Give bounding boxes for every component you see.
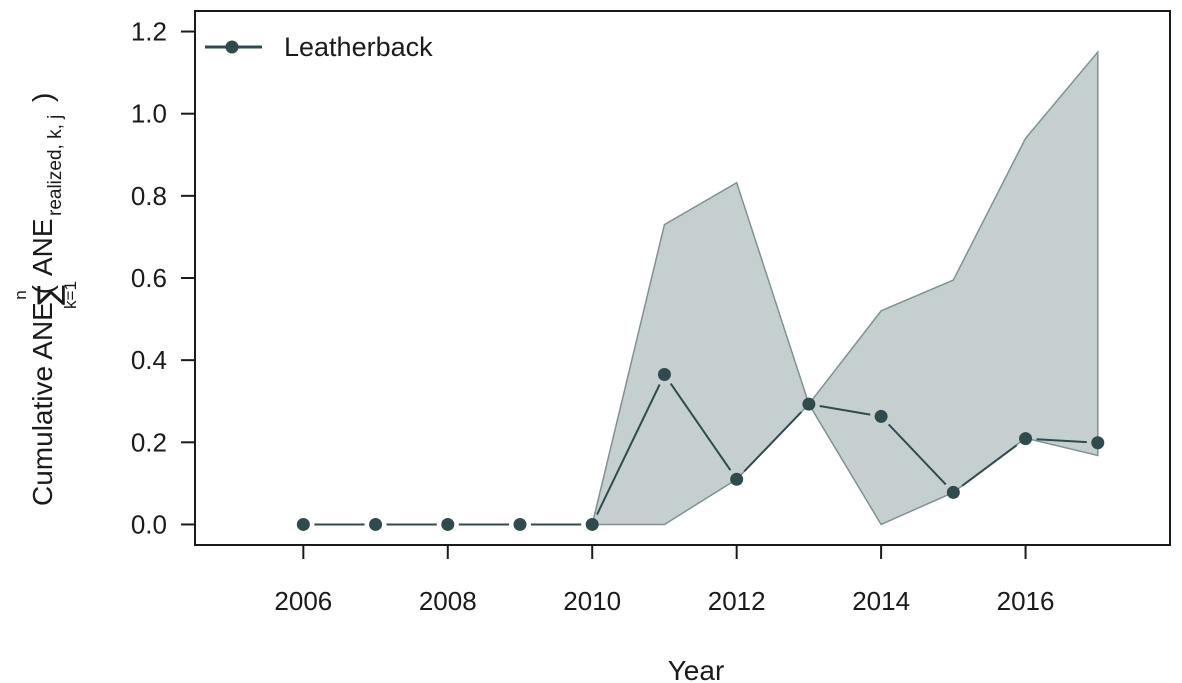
legend-marker-leatherback — [225, 40, 239, 54]
y-tick-label: 1.0 — [131, 99, 167, 129]
legend-label-leatherback: Leatherback — [284, 32, 433, 62]
series-layer — [296, 368, 1105, 531]
series-line-segment — [743, 411, 802, 473]
y-tick-label: 0.0 — [131, 509, 167, 539]
y-tick-label: 0.2 — [131, 427, 167, 457]
legend: Leatherback — [205, 32, 433, 62]
data-point — [874, 409, 888, 423]
y-tick-label: 0.4 — [131, 345, 167, 375]
data-point — [946, 485, 960, 499]
data-point — [296, 517, 310, 531]
x-axis-title: Year — [668, 655, 725, 683]
y-tick-label: 0.8 — [131, 181, 167, 211]
y-axis-title-term: ANE — [27, 218, 58, 276]
y-axis-title-sum-bottom: k=1 — [61, 281, 80, 309]
series-line-segment — [1036, 438, 1087, 444]
series-line-segment — [669, 383, 732, 471]
data-point — [585, 517, 599, 531]
confidence-band — [591, 50, 1099, 526]
data-point — [369, 517, 383, 531]
y-tick-label: 1.2 — [131, 17, 167, 47]
series-line-segment — [887, 423, 947, 486]
data-point — [513, 517, 527, 531]
series-line-segment — [596, 384, 661, 515]
x-tick-label: 2016 — [997, 586, 1055, 616]
x-tick-label: 2006 — [274, 586, 332, 616]
data-point — [657, 368, 671, 382]
x-axis: 2006 2008 2010 2012 2014 2016 — [274, 545, 1054, 616]
y-tick-label: 0.6 — [131, 263, 167, 293]
data-point — [1091, 436, 1105, 450]
y-axis-title-suffix: ) — [27, 93, 58, 102]
data-point — [1019, 432, 1033, 446]
y-axis-title-sum-top: n — [11, 290, 30, 299]
data-point — [802, 397, 816, 411]
y-axis: 0.0 0.2 0.4 0.6 0.8 1.0 1.2 — [131, 17, 195, 539]
x-tick-label: 2010 — [563, 586, 621, 616]
x-tick-label: 2012 — [708, 586, 766, 616]
series-line-segment — [961, 444, 1018, 487]
series-line-segment — [819, 404, 871, 416]
y-axis-title-sum-symbol: ∑ — [32, 285, 67, 305]
y-axis-title-prefix: Cumulative ANE ( — [27, 284, 58, 506]
x-tick-label: 2014 — [852, 586, 910, 616]
y-axis-title-subscript: realized, k, j — [45, 115, 66, 216]
data-point — [441, 517, 455, 531]
data-point — [730, 472, 744, 486]
confidence-band-layer — [591, 50, 1099, 526]
x-tick-label: 2008 — [419, 586, 477, 616]
y-axis-title: Cumulative ANE ( n ∑ k=1 ANE realized, k… — [11, 93, 80, 506]
